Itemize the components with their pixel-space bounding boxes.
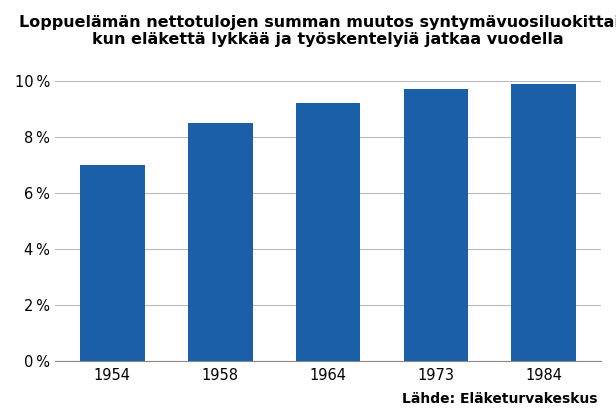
Bar (296, 103, 360, 361)
Text: Lähde: Eläketurvakeskus: Lähde: Eläketurvakeskus (402, 393, 598, 406)
Bar (403, 89, 468, 361)
Bar (80, 165, 145, 361)
Title: Loppuelämän nettotulojen summan muutos syntymävuosiluokittain,
kun eläkettä lykk: Loppuelämän nettotulojen summan muutos s… (19, 15, 616, 47)
Bar (511, 83, 576, 361)
Bar (188, 123, 253, 361)
